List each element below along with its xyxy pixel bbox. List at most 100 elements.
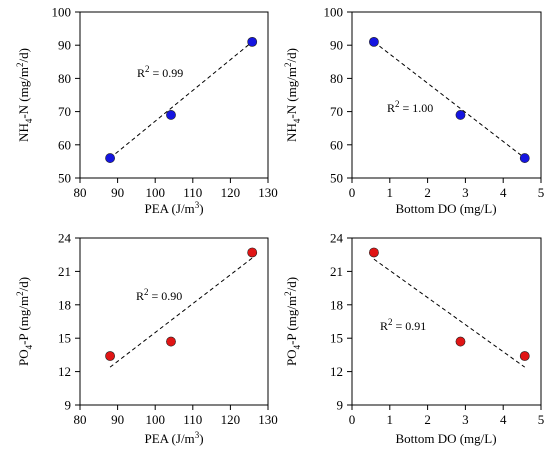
x-tick-label: 130 bbox=[258, 185, 278, 200]
x-tick-label: 1 bbox=[387, 412, 394, 427]
x-axis-title: Bottom DO (mg/L) bbox=[395, 431, 496, 446]
r-squared-label: R2 = 0.99 bbox=[137, 64, 183, 80]
x-axis-title-superscript: 3 bbox=[195, 200, 200, 210]
r-squared-value: = 0.99 bbox=[150, 66, 184, 80]
data-point bbox=[105, 351, 115, 361]
x-tick-label: 3 bbox=[462, 185, 469, 200]
data-point bbox=[519, 351, 530, 361]
r-squared-label: R2 = 0.90 bbox=[136, 287, 182, 303]
x-tick-label: 4 bbox=[500, 185, 507, 200]
x-tick-label: 0 bbox=[349, 185, 356, 200]
y-axis-title-text: NH bbox=[284, 123, 299, 142]
y-axis-title: PO4-P (mg/m2/d) bbox=[283, 277, 302, 366]
y-tick-label: 24 bbox=[58, 231, 72, 246]
r-squared-symbol: R bbox=[387, 101, 395, 115]
y-tick-label: 21 bbox=[330, 264, 343, 279]
y-axis-title-superscript: 2 bbox=[283, 291, 293, 296]
x-axis-title: Bottom DO (mg/L) bbox=[395, 201, 496, 216]
x-tick-label: 100 bbox=[145, 185, 165, 200]
y-tick-label: 12 bbox=[58, 364, 71, 379]
trend-line bbox=[109, 41, 253, 159]
x-tick-label: 5 bbox=[538, 185, 545, 200]
r-squared-label: R2 = 0.91 bbox=[380, 317, 426, 333]
y-axis-title-text: -P (mg/m bbox=[284, 296, 299, 345]
x-tick-label: 100 bbox=[145, 412, 165, 427]
y-axis-title-subscript: 4 bbox=[292, 344, 302, 349]
y-tick-label: 100 bbox=[52, 5, 72, 20]
x-tick-label: 2 bbox=[424, 412, 431, 427]
x-tick-label: 80 bbox=[74, 185, 87, 200]
data-point bbox=[455, 336, 466, 347]
y-tick-label: 9 bbox=[337, 398, 344, 413]
trend-line bbox=[109, 257, 253, 368]
plot-frame bbox=[351, 237, 542, 406]
y-axis-title-text: -P (mg/m bbox=[16, 296, 31, 345]
r-squared-exponent: 2 bbox=[145, 64, 150, 74]
x-tick-label: 3 bbox=[462, 412, 469, 427]
x-axis-title-end: ) bbox=[199, 201, 203, 216]
y-tick-label: 18 bbox=[58, 297, 71, 312]
x-axis-title: PEA (J/m3) bbox=[144, 430, 203, 446]
y-axis-title-end: /d) bbox=[16, 277, 31, 291]
x-tick-label: 5 bbox=[538, 412, 545, 427]
x-tick-label: 80 bbox=[74, 412, 87, 427]
y-tick-label: 18 bbox=[330, 297, 343, 312]
y-axis-title-text: PO bbox=[284, 349, 299, 366]
y-axis-title-superscript: 2 bbox=[283, 63, 293, 68]
y-tick-label: 90 bbox=[58, 38, 71, 53]
r-squared-symbol: R bbox=[380, 319, 388, 333]
r-squared-value: = 0.91 bbox=[393, 319, 427, 333]
y-axis-title-text: NH bbox=[16, 123, 31, 142]
x-tick-label: 90 bbox=[111, 412, 124, 427]
y-axis-title-text: -N (mg/m bbox=[16, 67, 31, 119]
r-squared-exponent: 2 bbox=[144, 287, 149, 297]
y-axis-title-end: /d) bbox=[16, 48, 31, 62]
data-point bbox=[369, 36, 379, 47]
x-tick-label: 90 bbox=[111, 185, 124, 200]
data-point bbox=[247, 247, 258, 258]
y-tick-label: 9 bbox=[65, 398, 72, 413]
x-tick-label: 1 bbox=[387, 185, 394, 200]
x-tick-label: 0 bbox=[349, 412, 356, 427]
x-axis-title-text: Bottom DO (mg/L) bbox=[395, 431, 496, 446]
data-point bbox=[369, 247, 379, 258]
data-point bbox=[166, 110, 176, 120]
r-squared-value: = 1.00 bbox=[400, 101, 434, 115]
r-squared-exponent: 2 bbox=[395, 99, 400, 109]
y-axis-title-end: /d) bbox=[284, 277, 299, 291]
plot-frame bbox=[79, 11, 269, 179]
y-tick-label: 15 bbox=[58, 331, 71, 346]
y-tick-label: 50 bbox=[330, 171, 343, 186]
x-axis-title-end: ) bbox=[199, 431, 203, 446]
x-tick-label: 110 bbox=[183, 412, 202, 427]
data-point bbox=[247, 36, 258, 47]
y-axis-title: NH4-N (mg/m2/d) bbox=[15, 48, 34, 142]
y-tick-label: 70 bbox=[330, 104, 343, 119]
y-axis-title-subscript: 4 bbox=[292, 118, 302, 123]
y-axis-title-subscript: 4 bbox=[24, 118, 34, 123]
y-axis-title-subscript: 4 bbox=[24, 344, 34, 349]
data-point bbox=[105, 153, 115, 163]
x-tick-label: 120 bbox=[221, 412, 241, 427]
x-axis-title-superscript: 3 bbox=[195, 430, 200, 440]
plot-frame bbox=[351, 11, 542, 179]
trend-line bbox=[373, 41, 526, 159]
r-squared-symbol: R bbox=[136, 289, 144, 303]
x-axis-title-text: PEA (J/m bbox=[144, 201, 194, 216]
y-tick-label: 24 bbox=[330, 231, 344, 246]
y-axis-title: NH4-N (mg/m2/d) bbox=[283, 48, 302, 142]
x-axis-title-text: PEA (J/m bbox=[144, 431, 194, 446]
y-axis-title-text: -N (mg/m bbox=[284, 67, 299, 119]
x-tick-label: 130 bbox=[258, 412, 278, 427]
r-squared-label: R2 = 1.00 bbox=[387, 99, 433, 115]
r-squared-value: = 0.90 bbox=[149, 289, 183, 303]
x-axis-title: PEA (J/m3) bbox=[144, 200, 203, 216]
x-tick-label: 2 bbox=[424, 185, 431, 200]
y-axis-title: PO4-P (mg/m2/d) bbox=[15, 277, 34, 366]
y-axis-title-superscript: 2 bbox=[15, 291, 25, 296]
